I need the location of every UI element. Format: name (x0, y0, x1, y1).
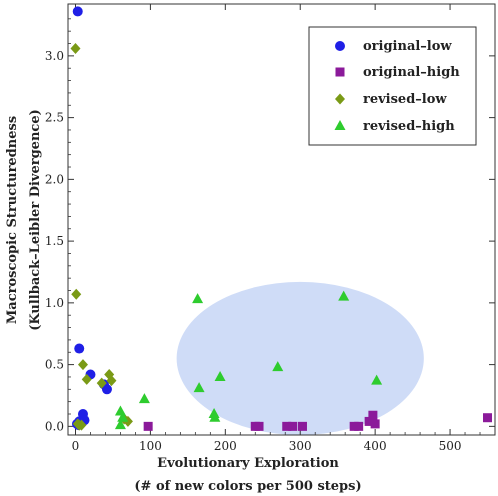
point-original-high (364, 416, 374, 426)
point-revised-low (96, 377, 107, 389)
point-revised-low (106, 375, 117, 387)
legend-marker-revised-high (334, 120, 346, 130)
point-original-low (101, 384, 112, 395)
point-original-high (297, 421, 307, 431)
point-revised-high (272, 361, 284, 372)
point-revised-low (81, 373, 92, 385)
x-tick-label: 200 (214, 439, 237, 453)
highlight-ellipse (176, 281, 424, 436)
x-tick-label: 400 (364, 439, 387, 453)
point-revised-high (117, 411, 129, 422)
y-axis-title: Macroscopic Structuredness (5, 116, 20, 324)
legend-marker-original-low (335, 41, 345, 51)
y-tick-label: 0.0 (45, 419, 64, 433)
data-points (70, 6, 493, 431)
point-revised-high (214, 370, 226, 381)
point-original-high (143, 421, 153, 431)
point-revised-low (76, 419, 87, 431)
highlight-ellipse-layer (176, 281, 424, 436)
x-axis-title: Evolutionary Exploration (157, 456, 339, 471)
point-revised-high (138, 393, 150, 404)
point-revised-low (70, 42, 81, 54)
x-tick-label: 0 (72, 439, 80, 453)
point-original-high (254, 421, 264, 431)
legend-markers (334, 41, 346, 130)
x-tick-label: 300 (289, 439, 312, 453)
legend-label-revised-low: revised–low (363, 92, 447, 107)
y-axis-subtitle: (Kullback–Leibler Divergence) (28, 109, 43, 331)
legend: original–low original–high revised–low r… (308, 26, 477, 146)
point-revised-high (371, 374, 383, 385)
legend-marker-revised-low (335, 93, 345, 105)
y-tick-label: 1.0 (45, 296, 64, 310)
point-original-high (483, 413, 493, 423)
point-original-high (370, 419, 380, 429)
legend-marker-original-high (335, 67, 345, 77)
point-revised-high (114, 405, 126, 416)
legend-label-original-high: original–high (363, 65, 460, 80)
y-tick-label: 2.5 (45, 111, 64, 125)
point-original-high (354, 421, 364, 431)
point-revised-high (192, 293, 204, 304)
point-revised-high (209, 411, 221, 422)
legend-label-original-low: original–low (363, 39, 452, 54)
y-tick-label: 3.0 (45, 49, 64, 63)
plot-frame (67, 3, 496, 436)
point-original-low (72, 6, 83, 17)
point-revised-low (77, 359, 88, 371)
x-tick-label: 100 (139, 439, 162, 453)
point-revised-low (71, 288, 82, 300)
point-original-high (282, 421, 292, 431)
point-original-low (74, 343, 85, 354)
point-revised-high (193, 382, 205, 393)
point-original-high (288, 421, 298, 431)
y-tick-label: 0.5 (45, 358, 64, 372)
point-original-high (368, 410, 378, 420)
y-tick-label: 1.5 (45, 234, 64, 248)
point-revised-high (338, 290, 350, 301)
x-tick-label: 500 (439, 439, 462, 453)
x-axis-subtitle: (# of new colors per 500 steps) (134, 479, 361, 494)
y-tick-label: 2.0 (45, 172, 64, 186)
axis-ticks: 0 100 200 300 400 500 0.0 0.5 1.0 1.5 2.0 2.5 3.0 (45, 4, 495, 453)
legend-label-revised-high: revised–high (363, 119, 455, 134)
point-revised-high (114, 419, 126, 430)
